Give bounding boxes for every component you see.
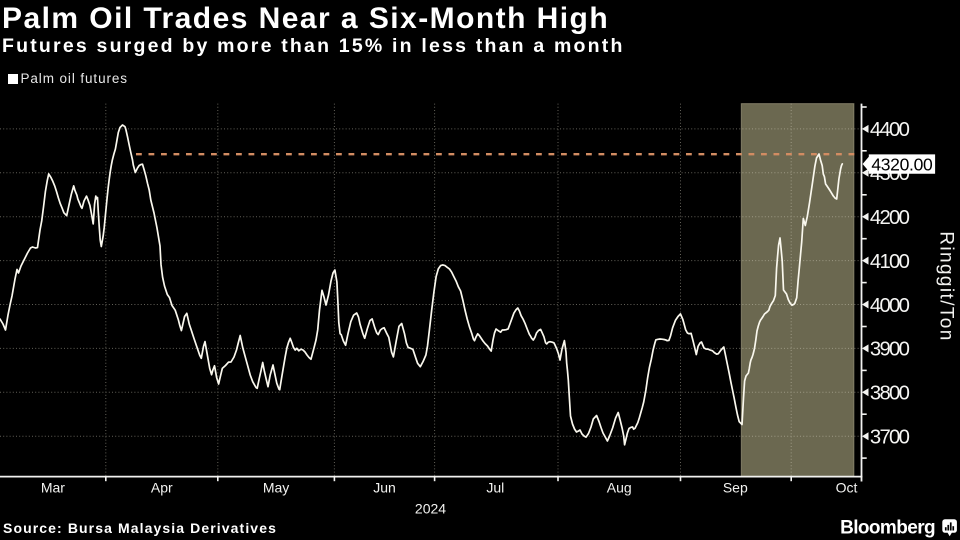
svg-text:3700: 3700 (870, 427, 910, 449)
svg-text:3900: 3900 (870, 339, 910, 361)
svg-text:Jul: Jul (486, 480, 504, 496)
svg-text:4320.00: 4320.00 (871, 155, 933, 175)
svg-text:4100: 4100 (870, 251, 910, 273)
svg-text:4000: 4000 (870, 295, 910, 317)
svg-text:4400: 4400 (870, 119, 910, 141)
svg-text:4200: 4200 (870, 207, 910, 229)
svg-text:Ringgit/Ton: Ringgit/Ton (936, 231, 957, 341)
svg-text:Mar: Mar (41, 480, 65, 496)
svg-text:May: May (263, 480, 289, 496)
svg-text:Bloomberg: Bloomberg (840, 517, 935, 538)
svg-text:3800: 3800 (870, 383, 910, 405)
svg-text:Jun: Jun (373, 480, 396, 496)
svg-text:2024: 2024 (415, 501, 446, 517)
svg-text:Aug: Aug (607, 480, 632, 496)
svg-text:Oct: Oct (836, 480, 858, 496)
svg-text:Sep: Sep (723, 480, 748, 496)
svg-text:Apr: Apr (151, 480, 173, 496)
